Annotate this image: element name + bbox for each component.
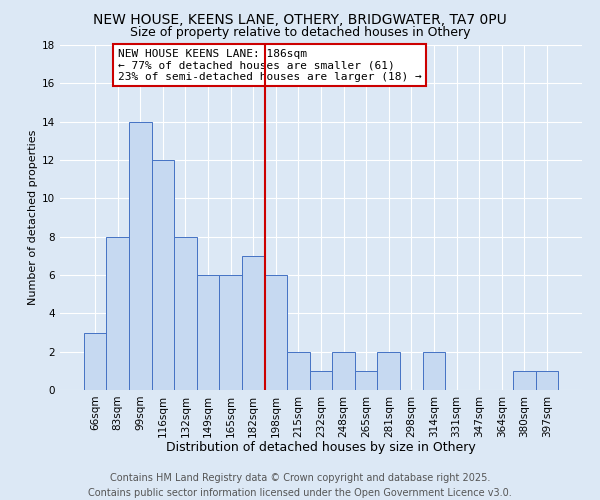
Text: Contains HM Land Registry data © Crown copyright and database right 2025.
Contai: Contains HM Land Registry data © Crown c… [88, 472, 512, 498]
Bar [265, 275, 287, 390]
Bar [174, 236, 197, 390]
Bar [513, 371, 536, 390]
Text: Size of property relative to detached houses in Othery: Size of property relative to detached ho… [130, 26, 470, 39]
Bar [129, 122, 152, 390]
Bar [197, 275, 220, 390]
Bar [242, 256, 265, 390]
Bar [84, 332, 106, 390]
Bar [332, 352, 355, 390]
Bar [220, 275, 242, 390]
Text: NEW HOUSE KEENS LANE: 186sqm
← 77% of detached houses are smaller (61)
23% of se: NEW HOUSE KEENS LANE: 186sqm ← 77% of de… [118, 49, 421, 82]
Bar [152, 160, 174, 390]
Y-axis label: Number of detached properties: Number of detached properties [28, 130, 38, 305]
Bar [536, 371, 558, 390]
Bar [377, 352, 400, 390]
Bar [310, 371, 332, 390]
X-axis label: Distribution of detached houses by size in Othery: Distribution of detached houses by size … [166, 441, 476, 454]
Bar [422, 352, 445, 390]
Text: NEW HOUSE, KEENS LANE, OTHERY, BRIDGWATER, TA7 0PU: NEW HOUSE, KEENS LANE, OTHERY, BRIDGWATE… [93, 12, 507, 26]
Bar [287, 352, 310, 390]
Bar [355, 371, 377, 390]
Bar [106, 236, 129, 390]
